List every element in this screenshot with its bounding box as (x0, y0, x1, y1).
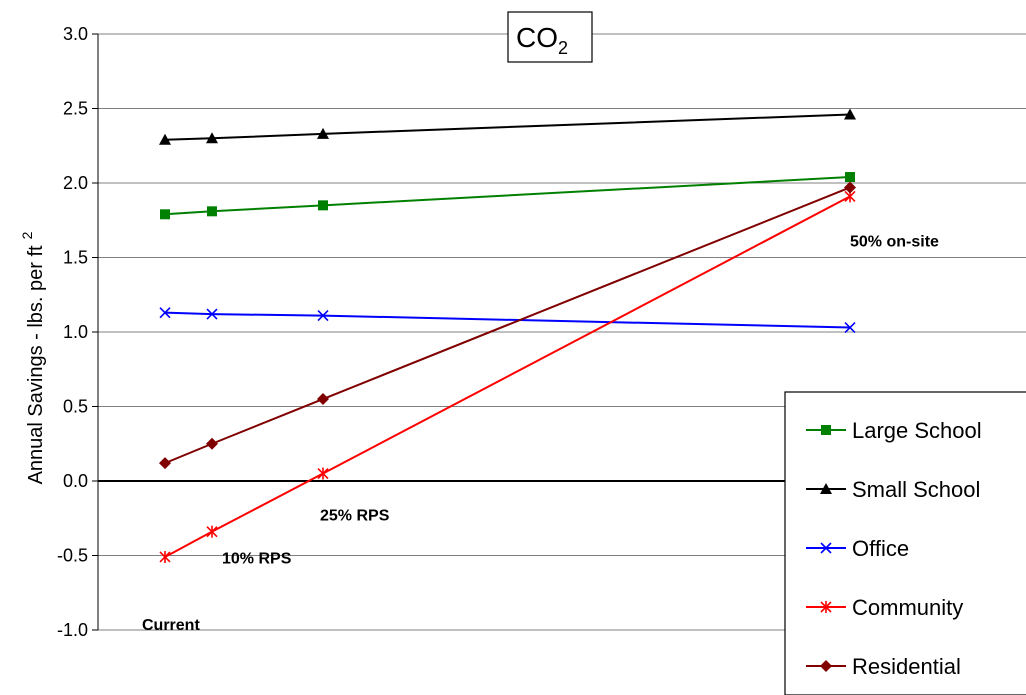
data-point-large-school (160, 209, 170, 220)
legend-marker (820, 483, 832, 494)
data-point-residential (206, 437, 218, 450)
grid-lines (98, 33, 1026, 631)
chart-title: CO2 (507, 11, 593, 63)
data-point-community (159, 550, 171, 563)
series-line-large-school (164, 176, 851, 216)
data-point-residential (844, 181, 856, 194)
series-large-school (160, 172, 855, 220)
legend-item-large-school: Large School (806, 418, 982, 443)
series-community (159, 190, 856, 563)
legend-marker (820, 660, 832, 672)
data-point-large-school (845, 172, 855, 183)
series-line-community (164, 195, 851, 558)
series-line-residential (164, 186, 851, 465)
y-tick-label: 2.5 (63, 99, 88, 119)
legend-label: Small School (852, 477, 980, 502)
svg-text:CO2: CO2 (516, 22, 568, 58)
legend: Large School Small School Office Community R… (784, 391, 1026, 695)
data-point-office (206, 308, 218, 320)
data-point-community (317, 467, 329, 480)
y-axis-title-superscript: 2 (19, 231, 35, 239)
legend-item-community: Community (806, 595, 963, 620)
y-tick-label: 2.0 (63, 173, 88, 193)
y-tick-label: 3.0 (63, 24, 88, 44)
y-tick-labels: 3.0 2.5 2.0 1.5 1.0 0.5 0.0 -0.5 -1.0 (57, 24, 88, 640)
data-point-residential (159, 457, 171, 470)
legend-label: Large School (852, 418, 982, 443)
y-axis (92, 33, 99, 631)
data-point-office (159, 307, 171, 319)
data-point-office (317, 310, 329, 322)
data-point-small-school (317, 127, 329, 139)
y-tick-label: -1.0 (57, 620, 88, 640)
y-tick-label: 1.0 (63, 322, 88, 342)
legend-item-small-school: Small School (806, 477, 980, 502)
y-axis-title: Annual Savings - lbs. per ft 2 (19, 231, 47, 484)
data-point-large-school (207, 206, 217, 217)
legend-marker (821, 425, 831, 435)
legend-label: Community (852, 595, 963, 620)
series-office (159, 307, 856, 334)
legend-label: Residential (852, 654, 961, 679)
annotation-label: 25% RPS (320, 508, 390, 525)
data-point-small-school (206, 132, 218, 144)
legend-label: Office (852, 536, 909, 561)
data-point-community (206, 525, 218, 538)
data-point-small-school (844, 108, 856, 120)
chart-title-text: CO (516, 22, 558, 53)
y-tick-label: 0.5 (63, 397, 88, 417)
annotation-label: Current (142, 617, 200, 634)
series-residential (159, 181, 856, 470)
data-point-office (844, 321, 856, 334)
data-point-small-school (159, 133, 171, 145)
legend-item-office: Office (806, 536, 909, 561)
legend-item-residential: Residential (806, 654, 961, 679)
chart-title-subscript: 2 (558, 38, 568, 58)
series-line-office (164, 311, 851, 329)
legend-marker (820, 601, 832, 613)
point-annotations: Current 10% RPS 25% RPS 50% on-site (142, 233, 939, 634)
series-small-school (159, 108, 856, 145)
annotation-label: 50% on-site (850, 233, 939, 250)
series-lines (159, 108, 856, 563)
y-tick-label: -0.5 (57, 546, 88, 566)
y-tick-label: 0.0 (63, 471, 88, 491)
data-point-residential (317, 393, 329, 406)
y-tick-label: 1.5 (63, 248, 88, 268)
series-line-small-school (164, 113, 851, 141)
y-axis-title-text: Annual Savings - lbs. per ft (25, 245, 47, 484)
data-point-large-school (318, 200, 328, 211)
annotation-label: 10% RPS (222, 551, 292, 568)
legend-marker (820, 542, 832, 554)
